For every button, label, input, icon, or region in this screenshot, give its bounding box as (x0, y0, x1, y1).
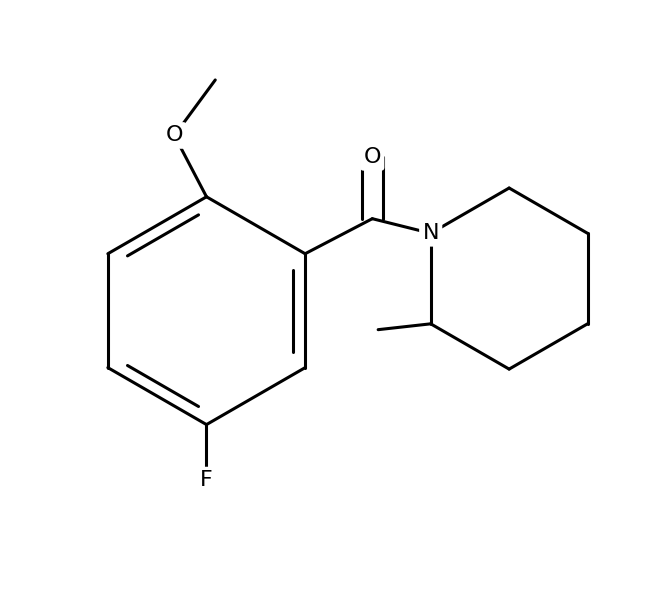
Text: O: O (364, 147, 381, 167)
Text: O: O (165, 126, 183, 145)
Text: N: N (423, 223, 439, 243)
Text: F: F (200, 470, 213, 490)
